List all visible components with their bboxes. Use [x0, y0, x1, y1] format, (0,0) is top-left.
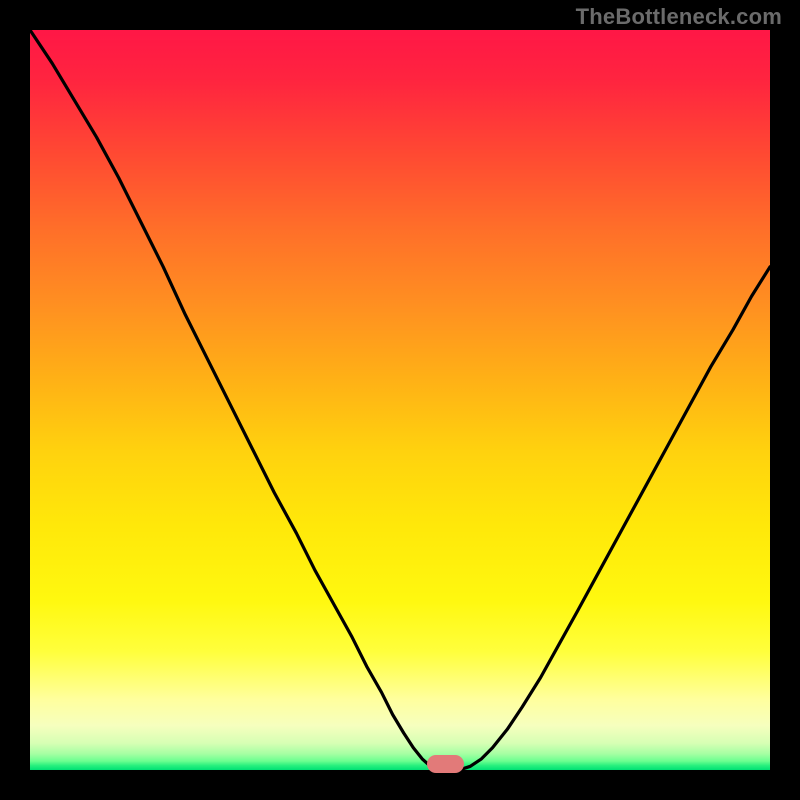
bottleneck-curve	[30, 30, 770, 770]
optimal-point-marker	[427, 755, 464, 773]
watermark-text: TheBottleneck.com	[576, 4, 782, 30]
chart-container: TheBottleneck.com	[0, 0, 800, 800]
plot-area	[30, 30, 770, 770]
